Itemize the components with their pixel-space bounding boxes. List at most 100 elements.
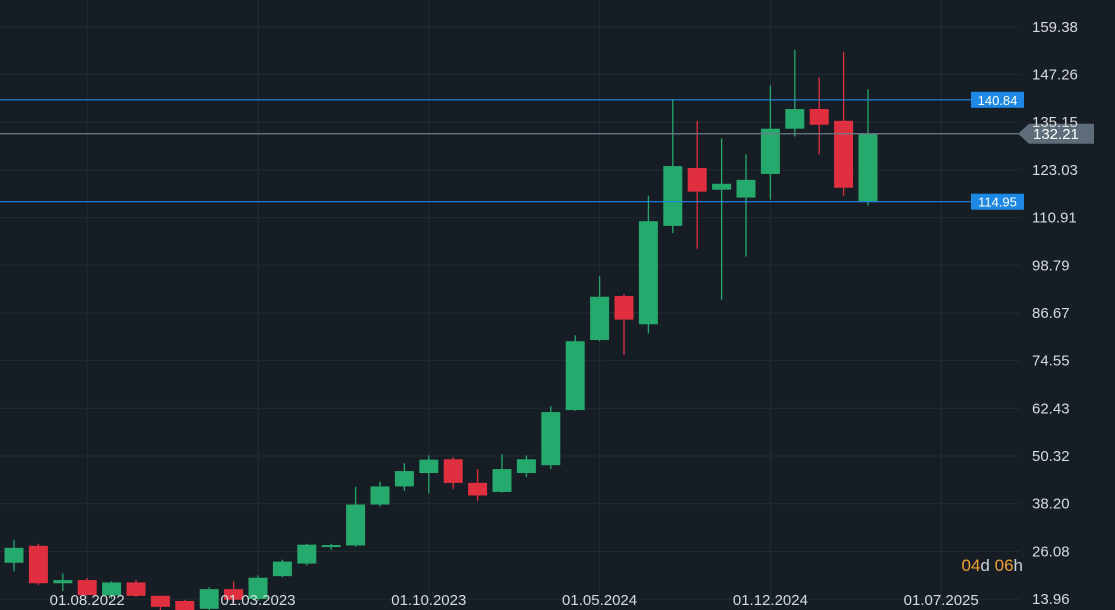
candle bbox=[150, 595, 170, 610]
candle bbox=[419, 455, 439, 494]
candle bbox=[175, 599, 195, 610]
candle-body bbox=[370, 486, 390, 505]
candle bbox=[297, 543, 317, 566]
level-tag bbox=[971, 193, 1024, 210]
x-tick-label: 01.05.2024 bbox=[562, 592, 637, 609]
x-tick-label: 01.12.2024 bbox=[733, 592, 808, 609]
candle-body bbox=[760, 128, 780, 174]
level-tag bbox=[971, 91, 1024, 108]
candle bbox=[834, 51, 854, 196]
candle bbox=[687, 120, 707, 249]
candle-body bbox=[199, 589, 219, 609]
candle bbox=[590, 276, 610, 342]
candle-body bbox=[126, 582, 146, 596]
candle-body bbox=[785, 109, 805, 129]
candle bbox=[346, 486, 366, 547]
current-price-tag bbox=[1018, 123, 1094, 144]
candle-body bbox=[28, 545, 48, 584]
candle bbox=[736, 154, 756, 257]
y-tick-label: 135.15 bbox=[1032, 114, 1078, 131]
y-tick-label: 13.96 bbox=[1032, 591, 1070, 608]
candle bbox=[272, 559, 292, 578]
candle bbox=[785, 49, 805, 137]
x-tick-label: 01.07.2025 bbox=[904, 592, 979, 609]
candle-body bbox=[248, 577, 268, 599]
candle bbox=[224, 581, 244, 603]
candle-body bbox=[321, 545, 341, 548]
candle-body bbox=[224, 589, 244, 600]
candle-body bbox=[272, 561, 292, 577]
y-tick-label: 98.79 bbox=[1032, 257, 1070, 274]
candle bbox=[102, 581, 122, 599]
y-tick-label: 86.67 bbox=[1032, 305, 1070, 322]
candle bbox=[492, 454, 512, 493]
candle-body bbox=[687, 168, 707, 192]
candle-body bbox=[468, 482, 488, 496]
candle bbox=[370, 481, 390, 507]
horizontal-level-line[interactable]: 114.95 bbox=[0, 193, 1024, 210]
candle-body bbox=[663, 166, 683, 226]
y-tick-label: 147.26 bbox=[1032, 67, 1078, 84]
y-tick-label: 159.38 bbox=[1032, 19, 1078, 36]
candle bbox=[394, 463, 414, 491]
candle-body bbox=[102, 582, 122, 596]
candle-body bbox=[736, 179, 756, 198]
candle bbox=[321, 543, 341, 550]
candle bbox=[4, 539, 24, 572]
candle-body bbox=[419, 459, 439, 474]
level-label: 140.84 bbox=[978, 93, 1018, 108]
candle-body bbox=[4, 547, 24, 563]
candle bbox=[858, 89, 878, 206]
current-price-line[interactable]: 132.21 bbox=[0, 123, 1094, 144]
candle-body bbox=[394, 471, 414, 487]
candle-body bbox=[590, 296, 610, 341]
candle bbox=[565, 335, 585, 411]
candle bbox=[663, 99, 683, 233]
y-tick-label: 123.03 bbox=[1032, 162, 1078, 179]
horizontal-lines[interactable]: 140.84 132.21 114.95 bbox=[0, 91, 1094, 210]
candle-body bbox=[638, 221, 658, 325]
candle-body bbox=[516, 459, 536, 474]
candle bbox=[638, 195, 658, 334]
countdown-hours-unit: h bbox=[1013, 556, 1023, 575]
candle bbox=[77, 578, 97, 596]
x-tick-label: 01.08.2022 bbox=[50, 592, 125, 609]
candle bbox=[53, 573, 73, 592]
candle-body bbox=[443, 459, 463, 483]
candle bbox=[809, 77, 829, 155]
candle bbox=[199, 587, 219, 610]
candle-body bbox=[150, 595, 170, 607]
candle bbox=[126, 580, 146, 598]
candle-body bbox=[77, 580, 97, 596]
grid bbox=[0, 0, 1020, 610]
candle bbox=[760, 85, 780, 200]
candle bbox=[614, 293, 634, 355]
x-tick-label: 01.03.2023 bbox=[220, 592, 295, 609]
candle bbox=[712, 138, 732, 300]
y-tick-label: 62.43 bbox=[1032, 400, 1070, 417]
candles bbox=[4, 49, 878, 610]
y-tick-label: 38.20 bbox=[1032, 496, 1070, 513]
candle bbox=[248, 575, 268, 601]
y-tick-label: 50.32 bbox=[1032, 448, 1070, 465]
candle-body bbox=[809, 109, 829, 125]
candle-body bbox=[858, 133, 878, 202]
candle-body bbox=[297, 544, 317, 564]
candle-body bbox=[541, 412, 561, 466]
candle-body bbox=[712, 183, 732, 190]
y-axis[interactable]: 159.38 147.26 135.15 123.03 110.91 98.79 86.67… bbox=[1032, 19, 1078, 608]
candle bbox=[541, 406, 561, 470]
x-tick-label: 01.10.2023 bbox=[391, 592, 466, 609]
candle-body bbox=[53, 580, 73, 584]
candle-body bbox=[614, 295, 634, 320]
candle bbox=[28, 543, 48, 586]
candle-body bbox=[175, 600, 195, 610]
y-tick-label: 110.91 bbox=[1032, 210, 1077, 227]
horizontal-level-line[interactable]: 140.84 bbox=[0, 91, 1024, 108]
candle-body bbox=[565, 341, 585, 411]
x-axis[interactable]: 202201.08.202201.03.202301.10.202301.05.… bbox=[0, 592, 979, 609]
countdown-days-unit: d bbox=[980, 556, 990, 575]
current-price-label: 132.21 bbox=[1033, 126, 1079, 143]
